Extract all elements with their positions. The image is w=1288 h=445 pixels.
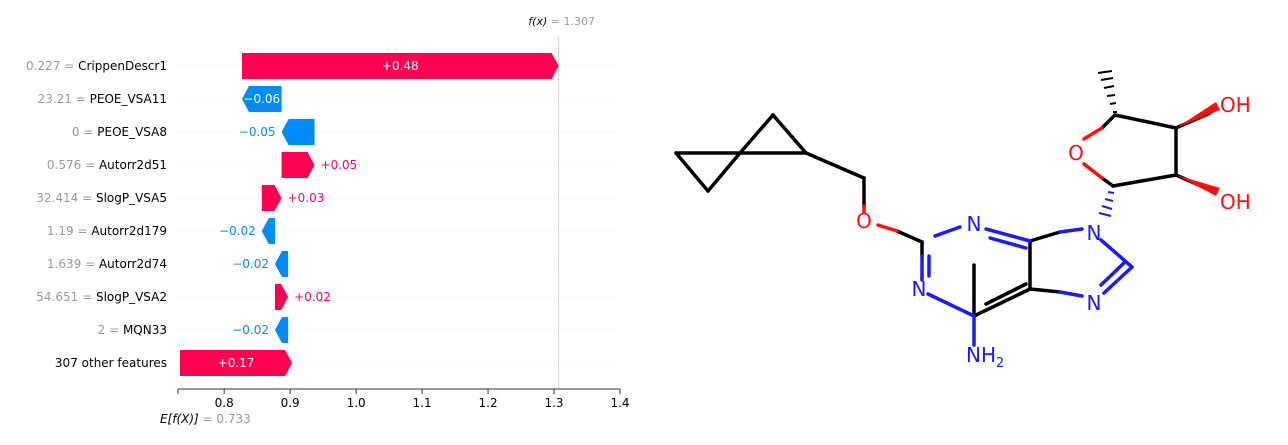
bar-value-label: +0.05 <box>321 158 358 172</box>
waterfall-bar <box>261 218 275 244</box>
feature-value: 54.651 <box>36 290 78 304</box>
base-value: = 0.733 <box>199 412 251 426</box>
hash-bond-n9 <box>1098 191 1115 217</box>
ether-oxygen-label: O <box>856 209 872 233</box>
waterfall-bar <box>274 317 289 343</box>
feature-label: 23.21 = PEOE_VSA11 <box>38 92 167 106</box>
feature-name: Autorr2d74 <box>99 257 167 271</box>
hash-bond-methyl <box>1097 70 1117 113</box>
stereo-bonds <box>1097 70 1220 217</box>
black-bonds <box>674 111 1212 318</box>
shap-waterfall-chart: f(x) = 1.307 +0.48 0.227 = CrippenDescr1 −0… <box>0 0 640 441</box>
molecule-svg: OH OH O O N N N N NH2 <box>674 70 1251 371</box>
waterfall-bar <box>274 284 289 310</box>
n7-label: N <box>1087 291 1102 315</box>
oh-top-label: OH <box>1220 93 1251 117</box>
feature-name: MQN33 <box>123 323 167 337</box>
fx-annotation: f(x) = 1.307 <box>528 15 595 28</box>
x-tick-label: 0.9 <box>281 396 300 410</box>
waterfall-svg: f(x) = 1.307 +0.48 0.227 = CrippenDescr1 −0… <box>26 15 630 426</box>
feature-label: 1.19 = Autorr2d179 <box>47 224 167 238</box>
bar-value-label: +0.48 <box>382 59 419 73</box>
feature-value: 0.227 <box>26 59 60 73</box>
feature-value: 2 <box>98 323 106 337</box>
feature-name: CrippenDescr1 <box>78 59 167 73</box>
feature-name: Autorr2d51 <box>99 158 167 172</box>
wedge-bond-top <box>1176 102 1220 128</box>
oh-bottom-label: OH <box>1220 190 1251 214</box>
equals-sign: = <box>60 59 78 73</box>
ring-oxygen-label: O <box>1068 141 1084 165</box>
feature-label: 0 = PEOE_VSA8 <box>72 125 167 139</box>
bar-value-label: −0.05 <box>239 125 276 139</box>
equals-sign: = <box>78 191 96 205</box>
x-tick-label: 1.0 <box>347 396 366 410</box>
waterfall-bar <box>241 86 282 112</box>
x-tick-label: 1.1 <box>413 396 432 410</box>
feature-value: 32.414 <box>36 191 78 205</box>
waterfall-bar <box>281 152 315 178</box>
atom-labels: OH OH O O N N N N NH2 <box>856 93 1251 371</box>
feature-name: SlogP_VSA5 <box>96 191 167 205</box>
feature-name: 307 other features <box>55 356 167 370</box>
nitrogen-bonds <box>920 225 1134 347</box>
waterfall-bar <box>261 185 282 211</box>
equals-sign: = <box>74 224 92 238</box>
waterfall-bar <box>241 53 559 79</box>
wedge-bond-bottom <box>1176 175 1220 196</box>
feature-label: 0.227 = CrippenDescr1 <box>26 59 167 73</box>
fx-value: = 1.307 <box>547 15 595 28</box>
feature-label: 0.576 = Autorr2d51 <box>47 158 167 172</box>
feature-value: 1.639 <box>47 257 81 271</box>
equals-sign: = <box>80 125 98 139</box>
base-value-annotation: E[f(X)] = 0.733 <box>160 412 251 426</box>
base-label: E[f(X)] <box>160 412 199 426</box>
feature-value: 0 <box>72 125 80 139</box>
n-pyrimidine-left-label: N <box>912 277 927 301</box>
waterfall-bar <box>274 251 289 277</box>
feature-name: SlogP_VSA2 <box>96 290 167 304</box>
equals-sign: = <box>105 323 123 337</box>
oxygen-bonds <box>862 126 1104 233</box>
x-tick-label: 1.4 <box>610 396 629 410</box>
bar-value-label: −0.02 <box>219 224 256 238</box>
x-tick-label: 1.3 <box>544 396 563 410</box>
bar-value-label: +0.03 <box>288 191 325 205</box>
feature-label: 307 other features <box>55 356 167 370</box>
bar-value-label: +0.02 <box>294 290 331 304</box>
bar-value-label: −0.06 <box>243 92 280 106</box>
n9-label: N <box>1087 221 1102 245</box>
x-tick-label: 1.2 <box>479 396 498 410</box>
fx-label: f(x) <box>528 15 547 28</box>
bar-value-label: −0.02 <box>232 257 269 271</box>
feature-label: 1.639 = Autorr2d74 <box>47 257 167 271</box>
x-tick-label: 0.8 <box>215 396 234 410</box>
molecule-structure: OH OH O O N N N N NH2 <box>640 0 1288 441</box>
equals-sign: = <box>81 158 99 172</box>
n-pyrimidine-top-label: N <box>967 212 982 236</box>
bar-value-label: −0.02 <box>232 323 269 337</box>
equals-sign: = <box>78 290 96 304</box>
feature-value: 1.19 <box>47 224 74 238</box>
waterfall-bar <box>179 350 293 376</box>
feature-name: PEOE_VSA11 <box>90 92 167 106</box>
feature-label: 54.651 = SlogP_VSA2 <box>36 290 167 304</box>
waterfall-bar <box>281 119 315 145</box>
feature-value: 23.21 <box>38 92 72 106</box>
feature-name: PEOE_VSA8 <box>97 125 167 139</box>
feature-value: 0.576 <box>47 158 81 172</box>
bar-value-label: +0.17 <box>218 356 255 370</box>
feature-name: Autorr2d179 <box>91 224 167 238</box>
feature-label: 2 = MQN33 <box>98 323 167 337</box>
feature-label: 32.414 = SlogP_VSA5 <box>36 191 167 205</box>
equals-sign: = <box>81 257 99 271</box>
nh2-label: NH2 <box>966 343 1004 371</box>
equals-sign: = <box>72 92 90 106</box>
